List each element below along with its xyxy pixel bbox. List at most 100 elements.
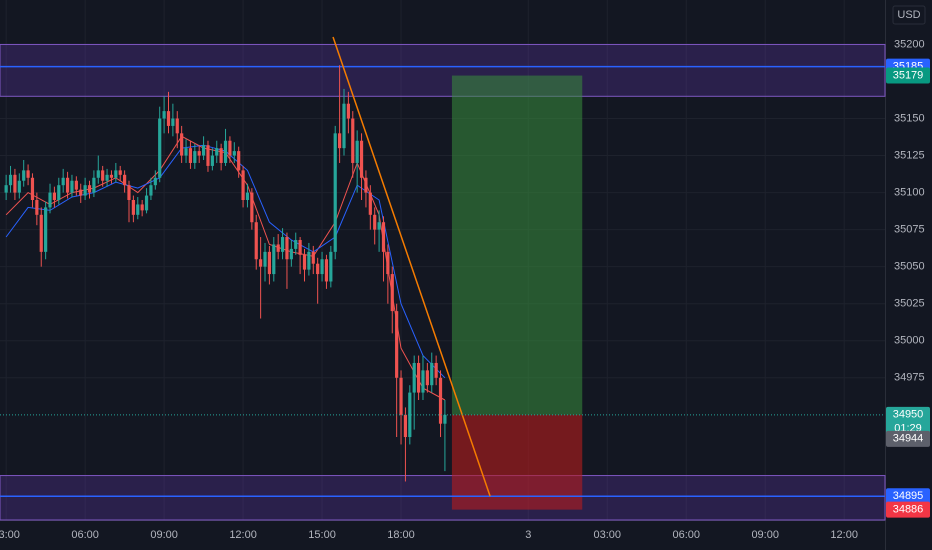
x-tick-label: 3 <box>525 529 531 541</box>
y-tick-label: 35150 <box>894 112 925 124</box>
candle-body <box>302 254 307 270</box>
candle-body <box>8 174 13 186</box>
x-tick-label: 12:00 <box>830 529 858 541</box>
candle-body <box>425 370 429 386</box>
candle-body <box>434 362 438 378</box>
x-tick-label: 09:00 <box>751 529 779 541</box>
candle-body <box>83 185 87 196</box>
currency-box[interactable] <box>892 5 926 25</box>
candle-body <box>140 204 144 211</box>
candle-body <box>307 251 311 270</box>
candle-body <box>408 392 412 438</box>
candle-body <box>245 192 250 200</box>
candle-body <box>267 251 272 275</box>
target-price-label-box <box>886 67 930 84</box>
candle-body <box>101 170 105 181</box>
candle-body <box>311 251 315 264</box>
candle-body <box>180 133 184 156</box>
y-tick-label: 34975 <box>894 372 925 384</box>
candle-body <box>219 148 223 163</box>
candle-body <box>39 214 43 252</box>
candle-body <box>127 185 131 200</box>
candle-body <box>237 151 241 171</box>
target-price-label: 35179 <box>893 69 924 81</box>
x-tick-label: 15:00 <box>308 529 336 541</box>
candle-body <box>263 251 267 267</box>
candle-body <box>162 111 166 119</box>
candle-body <box>320 259 324 275</box>
candle-body <box>395 311 399 378</box>
y-tick-label: 35200 <box>894 38 925 50</box>
x-tick-label: 12:00 <box>229 529 257 541</box>
candle-body <box>368 192 372 215</box>
last-price-box <box>886 406 930 437</box>
stop-price-label-box <box>886 501 930 518</box>
candle-body <box>342 103 346 149</box>
y-tick-label: 35000 <box>894 335 925 347</box>
candle-body <box>48 192 52 208</box>
candle-body <box>114 170 118 178</box>
previous-close-box <box>886 430 930 447</box>
candle-body <box>438 377 443 424</box>
candle-body <box>193 151 197 163</box>
candle-body <box>377 222 381 230</box>
candle-body <box>96 170 100 178</box>
candle-body <box>118 170 122 175</box>
y-tick-label: 35125 <box>894 149 925 161</box>
candle-body <box>430 362 434 386</box>
y-tick-label: 35025 <box>894 298 925 310</box>
candle-body <box>333 133 337 252</box>
candle-body <box>65 177 70 193</box>
candle-body <box>421 370 425 393</box>
candle-body <box>158 118 162 178</box>
candle-body <box>381 222 386 252</box>
candle-body <box>241 170 245 200</box>
candle-body <box>223 140 228 163</box>
candle-body <box>355 140 359 163</box>
candle-body <box>171 118 175 126</box>
candle-body <box>351 118 355 163</box>
candle-body <box>399 377 403 415</box>
y-tick-label: 35050 <box>894 261 925 273</box>
candle-body <box>79 189 83 196</box>
candle-body <box>136 204 140 215</box>
last-price-label: 34950 <box>893 409 924 421</box>
candle-body <box>338 133 342 149</box>
candle-body <box>22 170 26 181</box>
candle-body <box>109 174 114 178</box>
candle-body <box>26 170 30 178</box>
candle-body <box>166 111 171 126</box>
x-tick-label: 06:00 <box>71 529 99 541</box>
candle-body <box>35 200 39 215</box>
line-price-label-box <box>886 488 930 505</box>
previous-close-label: 34944 <box>893 433 924 445</box>
trendline <box>332 36 491 497</box>
candle-body <box>329 251 333 282</box>
candle-body <box>210 155 214 166</box>
candle-body <box>4 185 8 193</box>
candle-body <box>259 259 263 267</box>
candle-body <box>74 180 78 190</box>
line-price-label: 34895 <box>893 490 924 502</box>
candle-body <box>87 185 92 193</box>
candle-body <box>153 177 157 186</box>
candle-body <box>324 259 329 282</box>
candle-body <box>298 240 302 255</box>
zone <box>0 475 886 521</box>
candle-body <box>144 195 149 211</box>
x-tick-label: 03:00 <box>593 529 621 541</box>
candle-body <box>250 192 254 223</box>
y-tick-label: 35100 <box>894 186 925 198</box>
candle-body <box>201 145 206 156</box>
candle-body <box>386 251 390 275</box>
currency-label: USD <box>897 9 920 21</box>
candle-body <box>215 148 219 156</box>
stop-price-label: 34886 <box>893 504 924 516</box>
candle-body <box>289 248 293 260</box>
candle-body <box>13 174 17 193</box>
candle-body <box>276 244 280 252</box>
candle-body <box>131 200 135 215</box>
candle-body <box>359 140 364 178</box>
loss-zone <box>451 414 583 510</box>
